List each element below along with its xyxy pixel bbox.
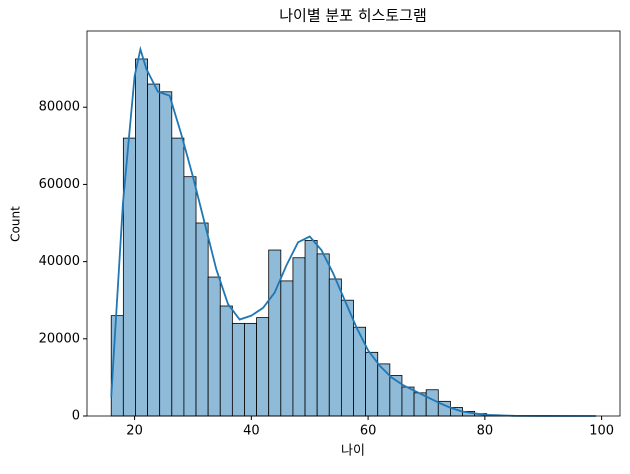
bar [208,277,220,416]
bar [184,177,196,416]
bar [293,258,305,416]
bar [135,59,147,416]
x-axis-label: 나이 [341,444,365,459]
bar [196,223,208,416]
bar [257,318,269,416]
bar [378,364,390,416]
y-tick-label: 40000 [39,254,80,269]
x-tick-label: 20 [126,424,143,439]
bar [269,250,281,416]
y-tick-label: 80000 [39,100,80,115]
x-tick-label: 40 [243,424,260,439]
y-axis-label: Count [9,206,23,242]
bar [244,323,256,416]
y-tick-label: 0 [72,409,80,424]
bar [172,138,184,416]
y-tick-label: 60000 [39,177,80,192]
bar [281,281,293,416]
bar [232,323,244,416]
bar [426,390,438,416]
x-tick-label: 80 [477,424,494,439]
bar [390,375,402,416]
y-tick-label: 20000 [39,331,80,346]
bar [402,387,414,416]
bar [305,240,317,416]
bar [220,306,232,416]
bar [160,92,172,416]
chart-title: 나이별 분포 히스토그램 [279,7,427,25]
bar [329,279,341,416]
x-tick-label: 60 [360,424,377,439]
x-tick-label: 100 [589,424,614,439]
bar [317,254,329,416]
bar [148,84,160,416]
